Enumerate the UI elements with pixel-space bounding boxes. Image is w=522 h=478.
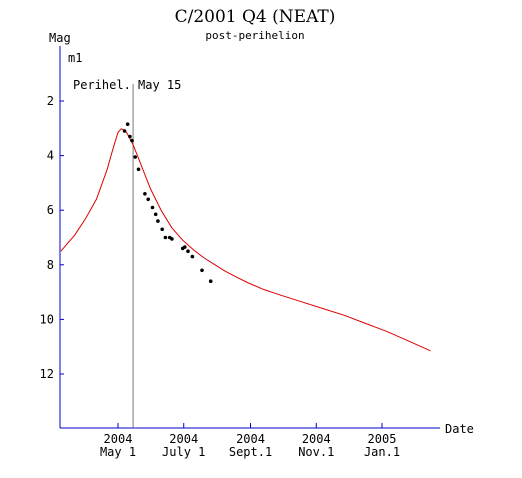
x-tick-date-label: Jan.1 [364, 445, 400, 459]
observation-point [186, 249, 190, 253]
x-tick-date-label: May 1 [100, 445, 136, 459]
observation-points [122, 122, 213, 284]
observation-point [160, 227, 164, 232]
observation-point [122, 129, 127, 133]
series-label: m1 [68, 51, 82, 65]
x-tick-year-label: 2004 [302, 432, 331, 446]
x-tick-date-label: Nov.1 [298, 445, 334, 459]
y-tick-label: 2 [47, 94, 54, 108]
observation-point [156, 219, 160, 223]
observation-point [130, 138, 134, 143]
x-tick-date-label: July 1 [162, 445, 205, 459]
observation-point [128, 134, 132, 139]
y-tick-label: 8 [47, 258, 54, 272]
observation-point [146, 197, 150, 202]
observation-point [190, 254, 195, 259]
observation-point [136, 167, 141, 172]
observation-point [143, 192, 147, 196]
y-axis-label: Mag [49, 31, 71, 45]
observation-point [133, 155, 137, 159]
perihelion-annotation: Perihel. May 15 [73, 78, 181, 92]
y-axis-ticks: 2 4 6 8 10 12 [40, 94, 64, 381]
y-tick-label: 12 [40, 367, 54, 381]
model-lightcurve-line [60, 128, 431, 352]
chart-title: C/2001 Q4 (NEAT) [175, 7, 336, 27]
observation-point [153, 212, 158, 217]
observation-point [200, 268, 204, 273]
chart-subtitle: post-perihelion [205, 29, 304, 42]
x-tick-year-label: 2004 [104, 432, 133, 446]
observation-point [183, 245, 187, 249]
x-tick-year-label: 2004 [236, 432, 265, 446]
x-tick-date-label: Sept.1 [229, 445, 272, 459]
observation-point [170, 237, 174, 241]
x-tick-year-label: 2005 [368, 432, 397, 446]
x-axis-label: Date [445, 422, 474, 436]
x-tick-year-label: 2004 [169, 432, 198, 446]
observation-point [150, 205, 155, 210]
observation-point [125, 122, 130, 126]
observation-point [208, 279, 213, 284]
y-tick-label: 4 [47, 149, 54, 163]
observation-point [163, 235, 168, 240]
y-tick-label: 10 [40, 312, 54, 326]
y-tick-label: 6 [47, 203, 54, 217]
